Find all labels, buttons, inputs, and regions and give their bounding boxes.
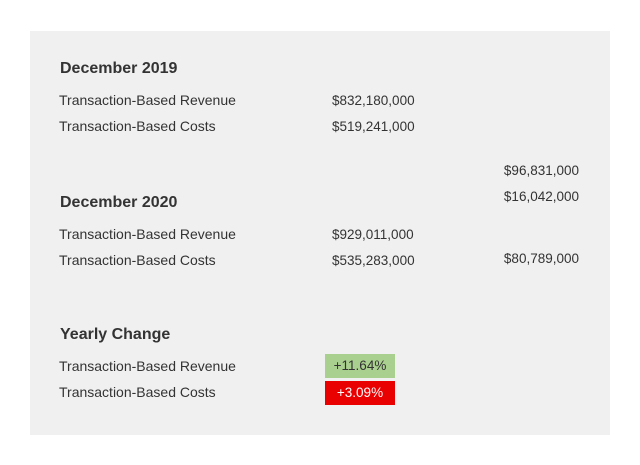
row-value-costs-2019: $519,241,000 bbox=[332, 119, 415, 134]
side-value-revenue-diff: $96,831,000 bbox=[503, 163, 579, 178]
row-label-costs-change: Transaction-Based Costs bbox=[59, 384, 216, 400]
side-value-profit: $80,789,000 bbox=[503, 251, 579, 266]
section-heading-dec-2019: December 2019 bbox=[60, 60, 178, 77]
row-value-costs-2020: $535,283,000 bbox=[332, 253, 415, 268]
row-label-revenue-change: Transaction-Based Revenue bbox=[59, 358, 236, 374]
row-value-revenue-2020: $929,011,000 bbox=[332, 227, 414, 242]
row-label-revenue-2019: Transaction-Based Revenue bbox=[59, 92, 236, 108]
revenue-change-badge: +11.64% bbox=[325, 354, 395, 378]
section-heading-dec-2020: December 2020 bbox=[60, 194, 178, 211]
costs-change-badge: +3.09% bbox=[325, 381, 395, 405]
financial-summary-panel: December 2019 Transaction-Based Revenue … bbox=[30, 31, 610, 435]
row-label-costs-2019: Transaction-Based Costs bbox=[59, 118, 216, 134]
section-heading-yearly-change: Yearly Change bbox=[60, 326, 171, 343]
row-label-revenue-2020: Transaction-Based Revenue bbox=[59, 226, 236, 242]
row-value-revenue-2019: $832,180,000 bbox=[332, 93, 415, 108]
row-label-costs-2020: Transaction-Based Costs bbox=[59, 252, 216, 268]
side-value-costs-diff: $16,042,000 bbox=[503, 189, 579, 204]
